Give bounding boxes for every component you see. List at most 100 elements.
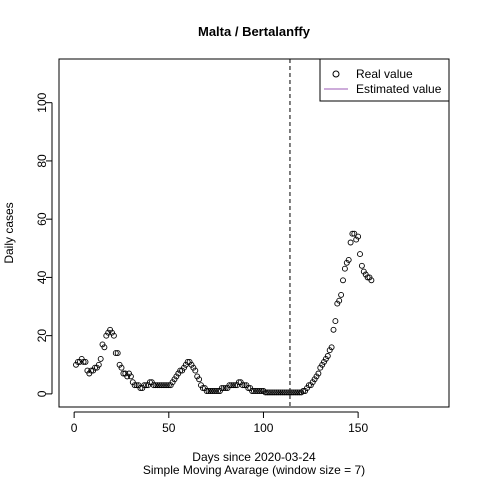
data-point bbox=[150, 382, 157, 389]
legend-label-estimated: Estimated value bbox=[356, 82, 442, 96]
data-point bbox=[254, 388, 261, 394]
data-point bbox=[309, 379, 316, 386]
data-point bbox=[139, 385, 146, 392]
data-point bbox=[269, 389, 276, 396]
data-point bbox=[366, 274, 373, 281]
data-point bbox=[364, 274, 371, 281]
data-point bbox=[245, 385, 252, 392]
plot-area-frame bbox=[58, 58, 450, 408]
legend-label-real: Real value bbox=[356, 67, 413, 81]
y-tick-label: 40 bbox=[35, 270, 49, 284]
data-point bbox=[292, 389, 299, 396]
data-point bbox=[358, 262, 365, 269]
data-point bbox=[237, 379, 244, 386]
data-point bbox=[171, 376, 178, 383]
data-point bbox=[152, 382, 159, 389]
data-point bbox=[148, 379, 155, 386]
data-point bbox=[258, 388, 265, 394]
data-point bbox=[311, 376, 318, 383]
data-point bbox=[137, 385, 144, 392]
data-point bbox=[126, 370, 132, 377]
data-point bbox=[216, 388, 223, 394]
data-point bbox=[120, 370, 127, 377]
data-point bbox=[169, 379, 176, 386]
data-point bbox=[209, 388, 216, 394]
data-point bbox=[296, 389, 303, 396]
data-point bbox=[271, 389, 278, 396]
data-point bbox=[326, 347, 333, 354]
data-point bbox=[109, 329, 115, 336]
x-axis-label: Days since 2020-03-24 bbox=[192, 450, 316, 464]
data-point bbox=[256, 388, 263, 394]
data-point bbox=[99, 341, 106, 348]
data-point bbox=[232, 382, 239, 389]
data-point bbox=[247, 385, 254, 392]
data-point bbox=[334, 300, 341, 307]
data-point bbox=[315, 370, 322, 377]
data-point bbox=[107, 326, 114, 333]
data-point bbox=[156, 382, 163, 389]
chart-title: Malta / Bertalanffy bbox=[198, 24, 311, 39]
data-point bbox=[163, 382, 170, 389]
data-point bbox=[220, 385, 227, 392]
data-point bbox=[302, 388, 309, 394]
legend: Real value Estimated value bbox=[319, 58, 450, 102]
data-point bbox=[192, 367, 199, 374]
data-point bbox=[141, 382, 148, 389]
data-point bbox=[158, 382, 165, 389]
data-point bbox=[252, 388, 259, 394]
data-point bbox=[78, 355, 85, 362]
data-point bbox=[190, 364, 197, 371]
data-point bbox=[114, 350, 121, 357]
data-point bbox=[154, 382, 161, 389]
data-point bbox=[222, 385, 229, 392]
data-point bbox=[76, 358, 83, 365]
y-tick-label: 80 bbox=[35, 154, 49, 168]
data-point bbox=[118, 364, 125, 371]
data-point bbox=[86, 370, 93, 377]
data-point bbox=[349, 230, 356, 237]
data-point bbox=[84, 367, 91, 374]
y-axis: 0 20 40 60 80 100 bbox=[35, 92, 53, 397]
legend-box bbox=[319, 58, 450, 102]
x-tick-label: 100 bbox=[253, 421, 273, 435]
data-point bbox=[330, 326, 337, 333]
data-point bbox=[82, 358, 89, 365]
data-point bbox=[319, 361, 326, 368]
data-point bbox=[226, 382, 233, 389]
data-point bbox=[285, 389, 292, 396]
data-point bbox=[275, 389, 282, 396]
data-point bbox=[360, 268, 367, 275]
data-point bbox=[196, 376, 203, 383]
x-axis: 0 50 100 150 bbox=[71, 411, 368, 435]
y-tick-label: 20 bbox=[35, 329, 49, 343]
data-point bbox=[88, 367, 95, 374]
data-point bbox=[294, 389, 301, 396]
data-point bbox=[313, 373, 320, 380]
data-point bbox=[322, 355, 329, 362]
data-point bbox=[198, 382, 204, 389]
data-point bbox=[143, 382, 150, 389]
data-point bbox=[103, 332, 110, 339]
data-point bbox=[243, 382, 250, 389]
data-point bbox=[336, 297, 343, 304]
data-point bbox=[92, 364, 98, 371]
data-point bbox=[173, 373, 180, 380]
data-point bbox=[277, 389, 284, 396]
data-point bbox=[181, 364, 187, 371]
data-point bbox=[249, 388, 256, 394]
data-point bbox=[146, 379, 153, 386]
data-point bbox=[228, 382, 235, 389]
data-point bbox=[230, 382, 237, 389]
data-point bbox=[347, 239, 354, 246]
data-point bbox=[338, 291, 345, 298]
data-point bbox=[235, 379, 242, 386]
data-point bbox=[268, 389, 274, 396]
data-point bbox=[116, 361, 123, 368]
data-point bbox=[341, 265, 348, 272]
data-point bbox=[194, 373, 201, 380]
data-point bbox=[184, 358, 191, 365]
y-tick-label: 60 bbox=[35, 212, 49, 226]
data-point bbox=[262, 389, 269, 396]
